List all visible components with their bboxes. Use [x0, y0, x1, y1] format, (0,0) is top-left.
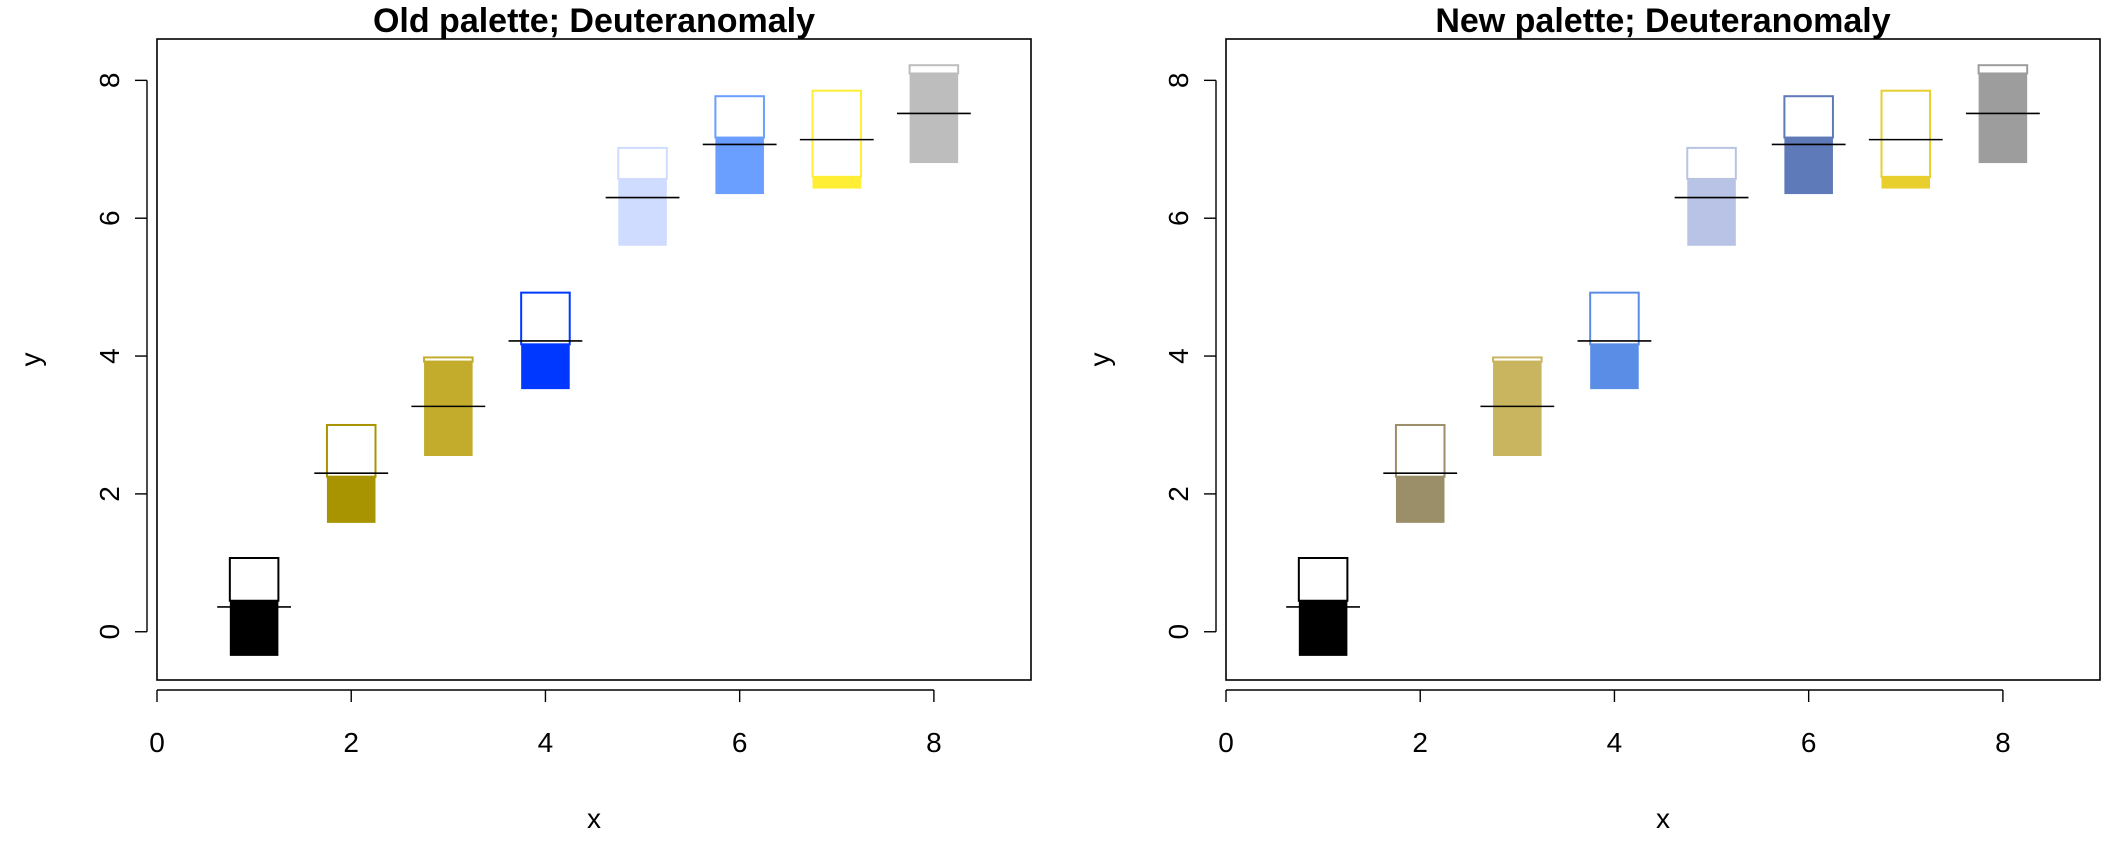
x-axis-label: x: [587, 803, 601, 834]
bar-4: [1577, 291, 1652, 390]
bar-outline: [423, 356, 474, 363]
bar-fill: [521, 344, 570, 390]
chart-panel-1: Old palette; Deuteranomaly 0 2 4 6 8 x 0 2 4 6 8 y: [15, 2, 1032, 834]
bar-fill: [1395, 476, 1445, 523]
bar-outline: [1492, 356, 1543, 363]
y-tick-label: 8: [94, 73, 125, 89]
bar-outline: [1783, 95, 1834, 139]
bar-outline: [908, 64, 960, 75]
x-tick-label: 6: [1801, 727, 1817, 758]
bar-fill: [1978, 73, 2028, 164]
x-tick-label: 4: [1607, 727, 1623, 758]
x-tick-label: 6: [732, 727, 748, 758]
chart-title: New palette; Deuteranomaly: [1435, 2, 1890, 40]
y-axis-label: y: [15, 353, 46, 367]
bar-fill: [1881, 176, 1931, 189]
y-tick-label: 4: [1163, 348, 1194, 364]
y-tick-label: 8: [1163, 73, 1194, 89]
bar-6: [1771, 95, 1846, 195]
chart-title: Old palette; Deuteranomaly: [373, 2, 815, 40]
bar-fill: [1298, 600, 1348, 656]
y-tick-label: 4: [94, 348, 125, 364]
y-tick-label: 0: [94, 624, 125, 640]
x-tick-label: 8: [926, 727, 942, 758]
y-tick-label: 6: [94, 210, 125, 226]
bar-6: [702, 95, 777, 195]
bar-3: [1480, 356, 1555, 456]
bar-5: [605, 146, 680, 246]
bar-fill: [618, 178, 667, 246]
x-tick-label: 2: [343, 727, 359, 758]
plot-frame: [1225, 38, 2101, 681]
bar-7: [799, 89, 874, 189]
x-axis-label: x: [1656, 803, 1670, 834]
y-tick-label: 2: [94, 486, 125, 502]
bar-fill: [1687, 178, 1736, 246]
x-tick-label: 0: [1218, 727, 1234, 758]
x-tick-label: 4: [538, 727, 554, 758]
y-tick-label: 2: [1163, 486, 1194, 502]
bar-2: [314, 423, 389, 523]
y-tick-label: 6: [1163, 210, 1194, 226]
x-tick-label: 8: [1995, 727, 2011, 758]
chart-panel-2: New palette; Deuteranomaly 0 2 4 6 8 x 0 2 4 6 8 y: [1084, 2, 2101, 834]
bar-outline: [1297, 557, 1349, 602]
plot-frame: [156, 38, 1032, 681]
bar-outline: [1880, 89, 1932, 178]
bar-fill: [812, 176, 862, 189]
bar-fill: [229, 600, 279, 656]
bar-fill: [909, 73, 959, 164]
bar-outline: [1589, 291, 1640, 346]
bar-2: [1383, 423, 1458, 523]
bar-8: [896, 64, 971, 164]
bar-outline: [228, 557, 280, 602]
y-tick-label: 0: [1163, 624, 1194, 640]
bar-8: [1965, 64, 2040, 164]
bar-fill: [1590, 344, 1639, 390]
bar-fill: [715, 137, 764, 195]
bar-7: [1868, 89, 1943, 189]
bar-fill: [326, 476, 376, 523]
bar-fill: [424, 361, 473, 456]
bar-3: [411, 356, 486, 456]
bar-outline: [1977, 64, 2029, 75]
bar-outline: [1394, 423, 1446, 478]
bar-outline: [520, 291, 571, 346]
bar-outline: [714, 95, 765, 139]
bar-1: [217, 557, 292, 656]
bar-outline: [325, 423, 377, 478]
x-tick-label: 0: [149, 727, 165, 758]
bar-fill: [1493, 361, 1542, 456]
bar-4: [508, 291, 583, 390]
bar-outline: [811, 89, 863, 178]
bar-outline: [617, 146, 668, 180]
y-axis-label: y: [1084, 353, 1115, 367]
bar-1: [1286, 557, 1361, 656]
bar-outline: [1686, 146, 1737, 180]
x-tick-label: 2: [1412, 727, 1428, 758]
bar-fill: [1784, 137, 1833, 195]
bar-5: [1674, 146, 1749, 246]
